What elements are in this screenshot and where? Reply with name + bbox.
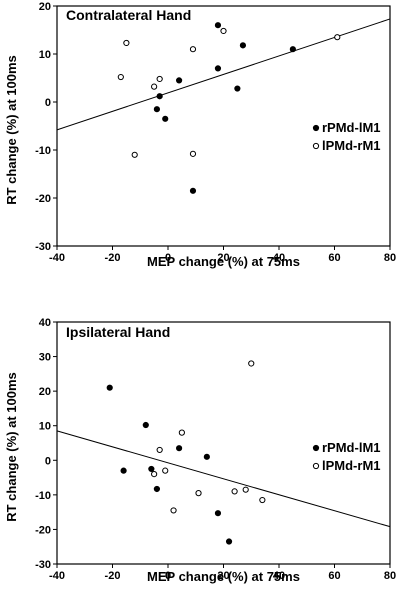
- chart-panel-1: -40 -20 0 20 40 60 80 20 10 0 -10 -20 -30 MEP change …: [4, 1, 396, 269]
- data-point-filled: [120, 467, 127, 474]
- data-point-filled: [214, 510, 222, 517]
- data-point-open: [178, 429, 185, 436]
- chart-title: Ipsilateral Hand: [66, 324, 170, 340]
- x-tick-label: 20: [217, 570, 229, 582]
- data-point-filled: [289, 46, 296, 53]
- data-point-filled: [239, 42, 247, 49]
- legend-marker-filled: [312, 444, 320, 452]
- data-point-filled: [153, 485, 160, 493]
- data-point-filled: [142, 421, 149, 429]
- y-tick-label: -10: [35, 145, 51, 157]
- legend-marker-open: [312, 142, 320, 150]
- data-point-open: [189, 46, 197, 53]
- x-axis-title: MEP change (%) at 75ms: [147, 254, 300, 269]
- trend-line: [56, 430, 391, 528]
- legend-marker-filled: [312, 124, 320, 132]
- data-point-open: [248, 360, 255, 367]
- y-tick-label: -20: [35, 193, 51, 205]
- y-tick-label: 20: [39, 386, 51, 398]
- data-point-open: [131, 151, 138, 158]
- data-point-open: [231, 488, 238, 495]
- data-point-filled: [176, 77, 183, 84]
- x-tick-label: 80: [384, 570, 396, 582]
- x-tick-label: 60: [328, 252, 340, 264]
- y-tick-label: 30: [39, 352, 51, 364]
- legend-label: lPMd-rM1: [322, 138, 381, 153]
- data-point-open: [123, 39, 130, 47]
- data-point-open: [242, 486, 249, 493]
- x-tick-label: -20: [105, 252, 121, 264]
- data-point-filled: [162, 115, 169, 122]
- data-point-filled: [189, 187, 197, 194]
- x-tick-label: 0: [165, 570, 171, 582]
- data-point-filled: [156, 93, 163, 100]
- y-tick-label: 10: [39, 421, 51, 433]
- data-point-open: [156, 75, 163, 83]
- y-tick-label: 20: [39, 1, 51, 13]
- y-tick-label: -30: [35, 241, 51, 253]
- x-tick-label: 0: [165, 252, 171, 264]
- x-tick-label: 40: [273, 252, 285, 264]
- data-point-filled: [148, 465, 155, 473]
- x-tick-label: -20: [105, 570, 121, 582]
- data-point-open: [189, 150, 197, 157]
- trend-line: [56, 18, 391, 131]
- y-axis-title: RT change (%) at 100ms: [4, 55, 19, 205]
- chart-title: Contralateral Hand: [66, 7, 191, 23]
- y-axis-title: RT change (%) at 100ms: [4, 372, 19, 522]
- legend-label: rPMd-lM1: [322, 440, 381, 455]
- legend-label: rPMd-lM1: [322, 120, 381, 135]
- x-tick-label: 40: [273, 570, 285, 582]
- legend-marker-open: [312, 462, 320, 470]
- data-point-open: [334, 34, 341, 41]
- chart-panel-2: -40 -20 0 20 40 60 80 40 30 20 10 0 -10 -20 -30 MEP cha…: [4, 317, 396, 584]
- x-tick-label: -40: [49, 570, 65, 582]
- y-tick-label: 40: [39, 317, 51, 329]
- data-point-open: [151, 471, 158, 478]
- x-tick-label: 60: [328, 570, 340, 582]
- data-point-filled: [153, 106, 160, 113]
- data-point-filled: [214, 22, 222, 29]
- data-point-filled: [176, 445, 183, 452]
- data-point-filled: [214, 65, 222, 72]
- y-tick-label: 0: [45, 97, 51, 109]
- x-tick-label: 20: [217, 252, 229, 264]
- data-point-open: [195, 490, 202, 497]
- y-tick-label: 10: [39, 49, 51, 61]
- x-tick-label: -40: [49, 252, 65, 264]
- data-point-open: [259, 496, 266, 504]
- data-point-open: [220, 27, 227, 35]
- y-tick-label: -20: [35, 524, 51, 536]
- data-point-open: [151, 83, 158, 90]
- data-point-filled: [203, 453, 210, 460]
- x-axis-title: MEP change (%) at 75ms: [147, 569, 300, 584]
- y-tick-label: 0: [45, 455, 51, 467]
- y-tick-label: -10: [35, 490, 51, 502]
- data-point-open: [170, 507, 177, 514]
- data-point-open: [162, 467, 169, 474]
- data-point-filled: [234, 85, 241, 92]
- x-tick-label: 80: [384, 252, 396, 264]
- y-tick-label: -30: [35, 559, 51, 571]
- data-point-open: [117, 73, 124, 81]
- legend-label: lPMd-rM1: [322, 458, 381, 473]
- data-point-open: [156, 446, 163, 454]
- data-point-filled: [106, 384, 113, 391]
- data-point-filled: [225, 538, 233, 545]
